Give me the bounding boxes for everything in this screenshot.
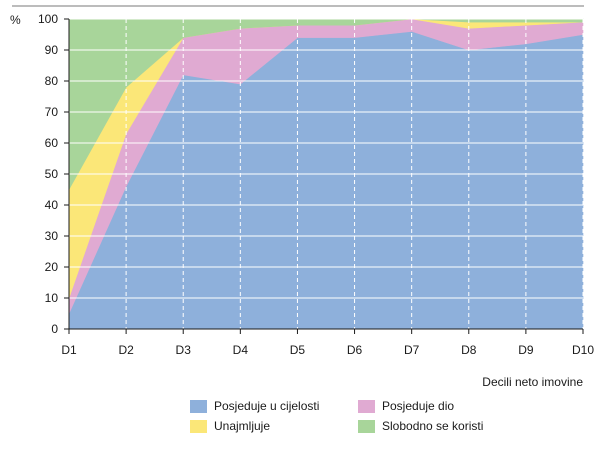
legend-item-0: Posjeduje u cijelosti xyxy=(190,398,358,414)
y-axis-label: % xyxy=(10,13,21,27)
x-tick-label: D8 xyxy=(461,343,477,357)
x-axis-label: Decili neto imovine xyxy=(482,375,583,389)
y-tick-label: 100 xyxy=(38,12,58,26)
x-tick-label: D2 xyxy=(118,343,134,357)
legend-swatch xyxy=(358,399,375,413)
legend: Posjeduje u cijelosti Posjeduje dio Unajml… xyxy=(190,398,510,434)
legend-swatch xyxy=(190,419,207,433)
legend-label: Slobodno se koristi xyxy=(382,419,484,433)
x-tick-label: D10 xyxy=(572,343,594,357)
x-tick-label: D7 xyxy=(404,343,420,357)
area-layers xyxy=(68,18,584,330)
y-tick-label: 0 xyxy=(51,322,58,336)
legend-item-1: Posjeduje dio xyxy=(358,398,508,414)
y-tick-label: 80 xyxy=(45,74,59,88)
y-tick-label: 90 xyxy=(45,43,59,57)
gridlines xyxy=(69,18,584,329)
legend-item-3: Slobodno se koristi xyxy=(358,418,508,434)
legend-label: Posjeduje dio xyxy=(382,399,455,413)
legend-label: Posjeduje u cijelosti xyxy=(214,399,320,413)
axes: 0 10 20 30 40 50 60 70 80 90 100 D1 D2 D3 D4 D5 D6 D7 D8 D9… xyxy=(38,12,594,357)
x-tick-label: D5 xyxy=(290,343,306,357)
y-tick-label: 50 xyxy=(45,167,59,181)
y-tick-label: 40 xyxy=(45,198,59,212)
y-tick-label: 30 xyxy=(45,229,59,243)
x-tick-label: D1 xyxy=(61,343,77,357)
x-tick-label: D4 xyxy=(233,343,249,357)
legend-swatch xyxy=(358,419,375,433)
x-tick-label: D3 xyxy=(176,343,192,357)
x-tick-label: D6 xyxy=(347,343,363,357)
y-tick-label: 60 xyxy=(45,136,59,150)
legend-label: Unajmljuje xyxy=(214,419,271,433)
y-tick-label: 10 xyxy=(45,291,59,305)
y-tick-label: 70 xyxy=(45,105,59,119)
y-tick-label: 20 xyxy=(45,260,59,274)
legend-item-2: Unajmljuje xyxy=(190,418,358,434)
legend-swatch xyxy=(190,399,207,413)
x-tick-label: D9 xyxy=(518,343,534,357)
